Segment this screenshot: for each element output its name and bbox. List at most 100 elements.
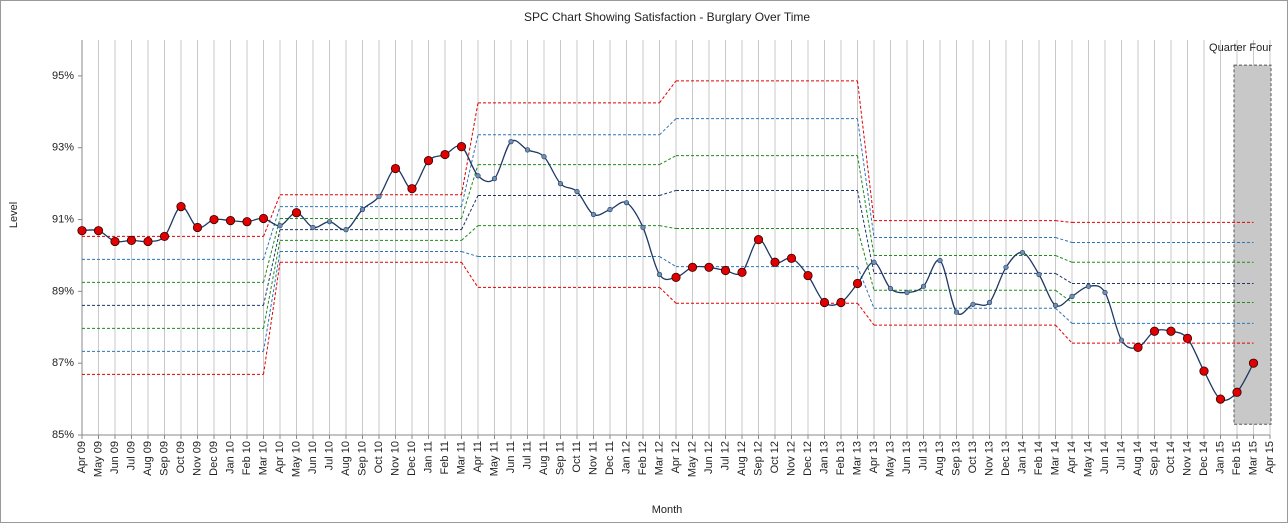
x-tick-label: Apr 15	[1264, 441, 1276, 473]
data-point	[704, 262, 714, 272]
x-tick-label: Dec 14	[1198, 441, 1210, 476]
y-tick-label: 89%	[52, 285, 74, 297]
data-point	[1149, 326, 1160, 336]
data-point	[277, 223, 283, 229]
data-point	[390, 163, 401, 174]
x-tick-label: Jul 09	[126, 441, 138, 470]
control-limit-step	[857, 266, 875, 309]
x-tick-label: Oct 11	[571, 441, 583, 473]
data-point	[423, 156, 434, 166]
data-point	[986, 299, 993, 306]
data-point	[407, 184, 417, 194]
control-limit-step	[659, 287, 677, 304]
data-point	[93, 226, 104, 236]
data-point	[291, 208, 302, 218]
data-point	[258, 213, 269, 224]
control-limit-step	[263, 251, 281, 352]
x-tick-label: May 09	[93, 441, 105, 477]
data-point	[770, 257, 780, 267]
x-tick-label: Sep 12	[753, 441, 765, 476]
data-point	[656, 271, 663, 278]
control-limit-step	[857, 302, 875, 326]
x-tick-label: Jul 14	[1116, 441, 1128, 470]
control-limit-step	[659, 225, 677, 230]
control-limit-step	[1055, 324, 1073, 344]
x-tick-label: Feb 15	[1231, 441, 1243, 475]
data-point	[343, 227, 349, 233]
data-point	[1215, 394, 1226, 404]
data-point	[176, 202, 186, 212]
control-limit-step	[1055, 237, 1073, 244]
data-point	[456, 142, 467, 152]
x-tick-label: Sep 09	[159, 441, 171, 476]
data-point	[1003, 264, 1009, 270]
x-tick-label: Jun 10	[307, 441, 319, 474]
x-tick-label: Jul 12	[720, 441, 732, 470]
x-tick-label: May 13	[885, 441, 897, 477]
data-point	[192, 222, 203, 233]
data-point	[1133, 342, 1143, 352]
x-tick-label: Jan 13	[819, 441, 831, 474]
control-limit-step	[461, 251, 479, 258]
x-tick-label: Jul 10	[324, 441, 336, 470]
x-tick-label: Apr 13	[868, 441, 880, 473]
x-tick-label: Jul 13	[918, 441, 930, 470]
control-limit-step	[659, 189, 677, 196]
x-tick-label: Sep 10	[357, 441, 369, 476]
x-tick-label: Jun 11	[505, 441, 517, 473]
control-limit-step	[263, 229, 281, 306]
x-tick-label: Apr 09	[76, 441, 88, 473]
x-tick-label: May 11	[489, 441, 501, 476]
data-point	[326, 219, 333, 225]
data-point	[1166, 326, 1176, 336]
control-limit-step	[1055, 307, 1073, 324]
x-tick-label: Jan 15	[1215, 441, 1227, 474]
x-tick-label: May 12	[687, 441, 699, 477]
y-tick-label: 91%	[52, 213, 74, 225]
control-limit-step	[461, 102, 479, 195]
control-limit-step	[1055, 220, 1073, 223]
x-axis-label: Month	[652, 504, 683, 516]
x-tick-label: Aug 13	[934, 441, 946, 476]
data-point	[1232, 387, 1242, 397]
data-point	[524, 147, 531, 153]
data-point	[1085, 283, 1092, 289]
data-point	[920, 283, 927, 289]
control-limit-step	[1055, 272, 1073, 284]
x-tick-label: Apr 11	[472, 441, 484, 473]
x-tick-label: May 14	[1083, 441, 1095, 477]
control-limit-step	[461, 134, 479, 207]
x-tick-label: Oct 14	[1165, 441, 1177, 473]
x-tick-label: Mar 12	[654, 441, 666, 475]
highlight-box	[1233, 64, 1272, 425]
control-limit-step	[857, 155, 875, 256]
data-point	[209, 214, 219, 225]
data-point	[640, 224, 646, 231]
data-point	[871, 259, 877, 265]
control-limit-step	[659, 155, 677, 166]
data-point	[225, 216, 236, 226]
data-point	[937, 257, 943, 264]
data-point	[359, 206, 366, 213]
data-point	[1199, 366, 1209, 376]
data-point	[159, 231, 170, 242]
data-point	[819, 297, 830, 308]
chart-title: SPC Chart Showing Satisfaction - Burglar…	[524, 10, 810, 24]
y-tick-label: 85%	[52, 429, 74, 441]
control-limit-step	[857, 190, 875, 274]
x-tick-label: Feb 10	[241, 441, 253, 475]
x-tick-label: Feb 12	[637, 441, 649, 475]
data-point	[440, 149, 450, 160]
data-point	[1102, 289, 1108, 296]
x-tick-label: Nov 14	[1182, 441, 1194, 476]
data-point	[753, 235, 764, 245]
data-point	[491, 176, 498, 182]
x-tick-label: Feb 13	[835, 441, 847, 475]
control-limit-step	[263, 218, 281, 283]
x-tick-label: Apr 10	[274, 441, 286, 473]
data-point	[1069, 293, 1075, 299]
x-tick-label: Feb 14	[1033, 441, 1045, 475]
x-tick-label: Jan 10	[225, 441, 237, 474]
x-tick-label: Aug 11	[538, 441, 550, 475]
